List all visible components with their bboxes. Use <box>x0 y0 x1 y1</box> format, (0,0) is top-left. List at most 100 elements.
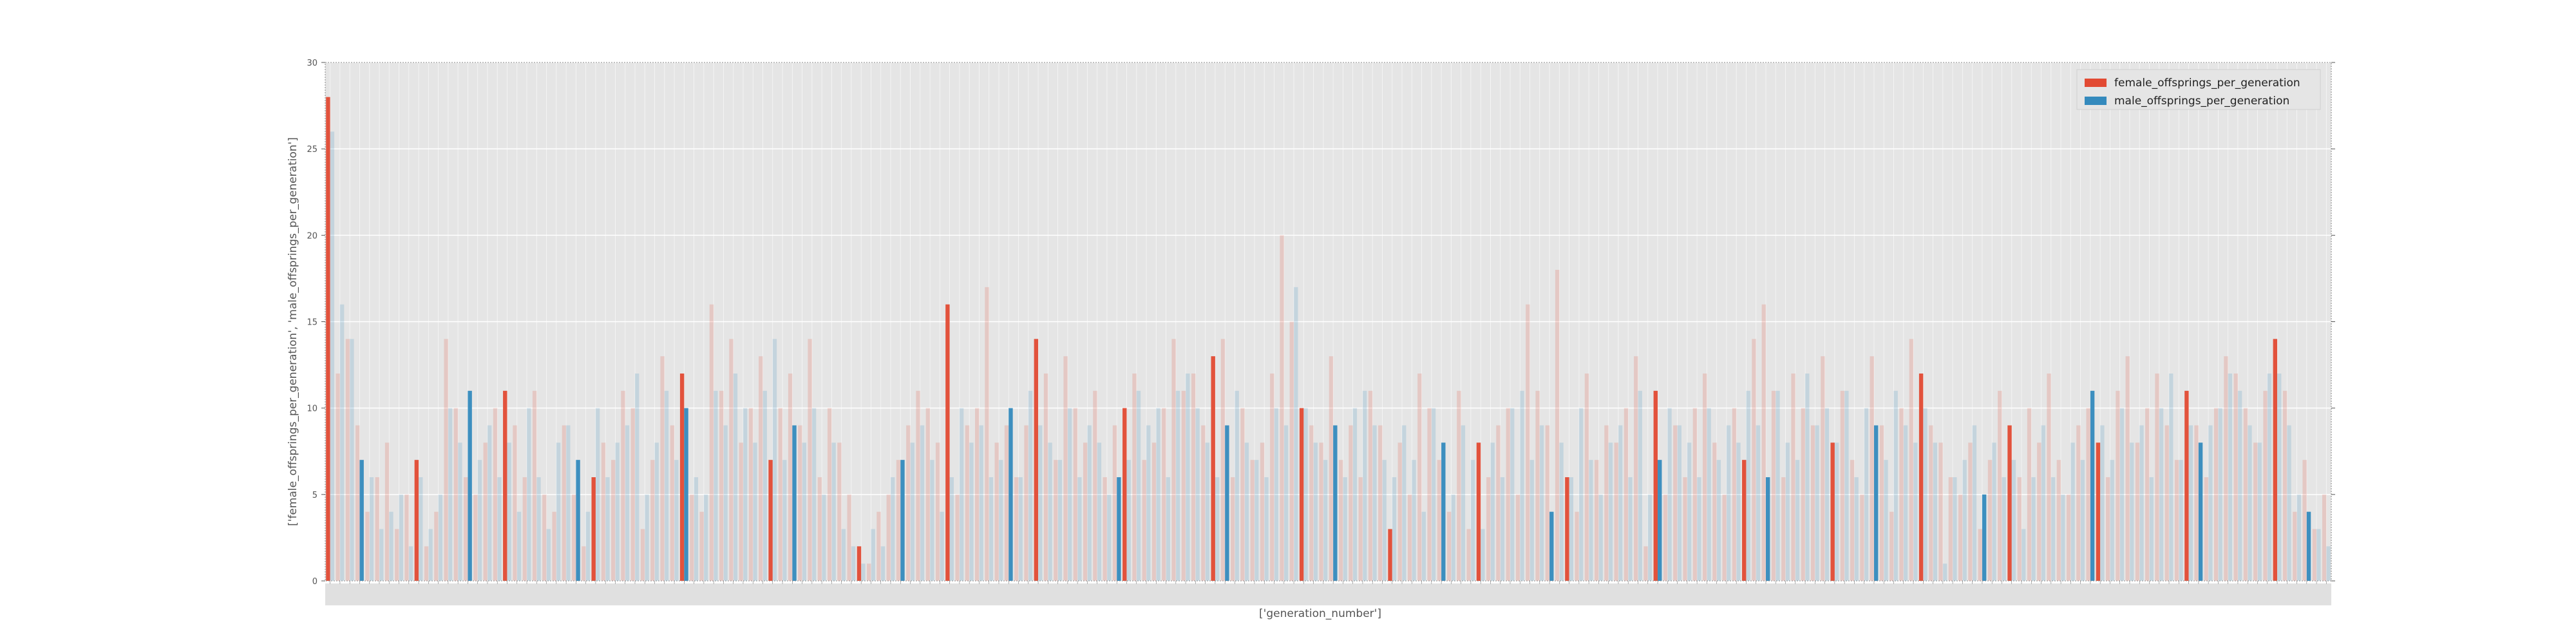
bar-male <box>389 511 393 581</box>
bar-male <box>1824 408 1830 581</box>
bar-male <box>1097 442 1102 581</box>
bar-male <box>1009 408 1013 581</box>
bar-female <box>1771 390 1776 581</box>
bar-male <box>1765 477 1770 581</box>
bar-male <box>1481 529 1485 581</box>
bar-male <box>2267 374 2272 581</box>
bar-male <box>694 477 699 581</box>
bar-male <box>743 408 748 581</box>
bar-male <box>1205 442 1210 581</box>
bar-female <box>1397 442 1403 581</box>
bar-female <box>1417 374 1422 581</box>
bar-female <box>1663 494 1668 581</box>
bar-male <box>1854 477 1859 581</box>
bar-male <box>723 425 728 581</box>
bar-male <box>1559 442 1564 581</box>
bar-female <box>591 477 596 581</box>
bar-male <box>605 477 610 581</box>
bar-male <box>536 477 541 581</box>
bar-male <box>2257 442 2262 581</box>
bar-female <box>1054 460 1058 581</box>
x-tick-labels-overlap <box>325 583 2331 605</box>
bar-male <box>1470 460 1475 581</box>
bar-female <box>355 425 360 581</box>
bar-female <box>1889 511 1894 581</box>
bar-male <box>733 374 738 581</box>
bar-female <box>1830 442 1835 581</box>
bar-male <box>448 408 453 581</box>
bar-male <box>2169 374 2174 581</box>
bar-female <box>1309 425 1314 581</box>
bar-male <box>900 460 905 581</box>
bar-female <box>2135 442 2140 581</box>
bar-male <box>497 477 502 581</box>
bar-female <box>2233 374 2238 581</box>
bar-female <box>2213 408 2219 581</box>
legend-swatch <box>2085 97 2107 105</box>
bar-male <box>1716 460 1721 581</box>
bar-female <box>1712 442 1717 581</box>
bar-male <box>654 442 659 581</box>
bar-female <box>1938 442 1943 581</box>
bar-female <box>493 408 498 581</box>
bar-male <box>1923 408 1927 581</box>
bar-male <box>851 546 856 581</box>
bar-male <box>1186 374 1190 581</box>
bar-male <box>477 460 482 581</box>
bar-male <box>1323 460 1328 581</box>
bar-male <box>782 460 787 581</box>
bar-female <box>2056 460 2061 581</box>
bar-female <box>896 460 901 581</box>
bar-male <box>831 442 836 581</box>
bar-male <box>1598 494 1603 581</box>
bar-male <box>1776 390 1780 581</box>
bar-female <box>1948 477 1953 581</box>
bar-female <box>1978 529 1982 581</box>
bar-female <box>1604 425 1609 581</box>
bar-male <box>989 477 994 581</box>
bar-female <box>1151 442 1157 581</box>
bar-male <box>458 442 462 581</box>
bar-male <box>1136 390 1141 581</box>
bar-male <box>1244 442 1249 581</box>
bar-male <box>910 442 914 581</box>
bar-female <box>1791 374 1795 581</box>
bar-male <box>350 339 354 581</box>
bar-female <box>916 390 920 581</box>
bar-male <box>2149 477 2154 581</box>
bar-male <box>419 477 423 581</box>
bar-male <box>1421 511 1426 581</box>
bar-female <box>1289 321 1294 581</box>
bar-male <box>2237 390 2242 581</box>
bar-male <box>1795 460 1800 581</box>
bar-female <box>1496 425 1501 581</box>
bar-male <box>762 390 767 581</box>
bar-male <box>1687 442 1692 581</box>
bar-male <box>1815 425 1819 581</box>
bar-female <box>434 511 439 581</box>
bar-female <box>1595 460 1599 581</box>
bar-female <box>1162 408 1166 581</box>
bar-female <box>679 374 685 581</box>
bar-female <box>1624 408 1629 581</box>
bar-female <box>650 460 655 581</box>
bar-female <box>375 477 379 581</box>
bar-male <box>566 425 571 581</box>
bar-male <box>1805 374 1810 581</box>
bar-female <box>975 408 980 581</box>
bar-female <box>2282 390 2287 581</box>
bar-male <box>2050 477 2056 581</box>
bar-male <box>1461 425 1466 581</box>
bar-female <box>1191 374 1196 581</box>
bar-male <box>438 494 443 581</box>
bar-male <box>1313 442 1318 581</box>
bar-female <box>2204 477 2209 581</box>
bar-male <box>1667 408 1672 581</box>
bar-male <box>1303 408 1308 581</box>
bar-male <box>861 564 866 581</box>
bar-female <box>1879 425 1884 581</box>
bar-male <box>979 425 983 581</box>
bar-male <box>880 546 886 581</box>
bar-female <box>827 408 832 581</box>
